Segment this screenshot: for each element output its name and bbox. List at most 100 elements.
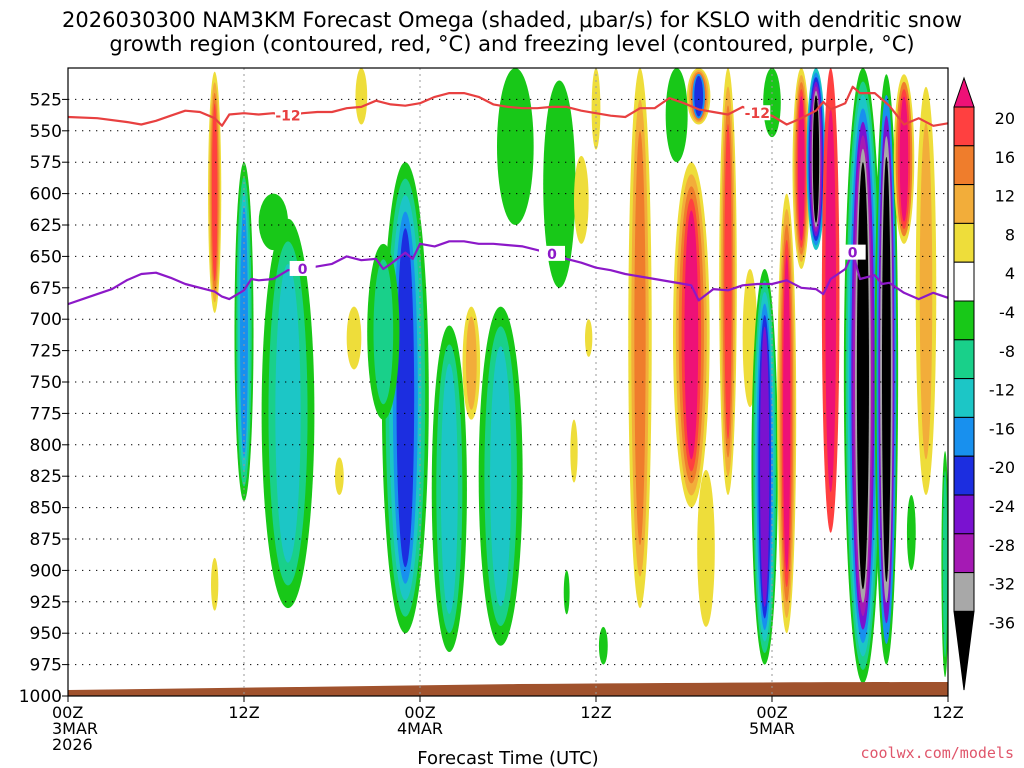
- contour-label-1-2: 0: [848, 246, 858, 262]
- x-tick-label-12-0: 12Z: [228, 703, 259, 722]
- colorbar-band-9: [953, 455, 975, 496]
- contour-line-0: [68, 85, 948, 127]
- omega-region-7-level-0: [355, 68, 368, 125]
- contour-label-0-1: -12: [745, 106, 770, 122]
- omega-region-31-level-4: [798, 96, 805, 241]
- colorbar-label-6: -8: [999, 342, 1015, 361]
- omega-region-25-level-0: [697, 469, 715, 627]
- omega-region-15-level-0: [574, 155, 589, 244]
- y-tick-label-900: 900: [30, 561, 62, 581]
- x-tick-label-60-0: 12Z: [932, 703, 963, 722]
- y-tick-label-725: 725: [30, 342, 62, 362]
- omega-region-28-level-5: [760, 326, 770, 607]
- omega-region-19-level-0: [591, 68, 601, 150]
- contour-label-bg-0-0: [275, 107, 301, 123]
- contour-label-bg-1-0: [289, 260, 316, 276]
- colorbar-band-2: [953, 184, 975, 224]
- y-tick-label-700: 700: [30, 310, 62, 330]
- colorbar-label-8: -16: [989, 419, 1015, 438]
- y-tick-label-625: 625: [30, 216, 62, 236]
- omega-region-17-level-0: [563, 570, 570, 615]
- contour-label-bg-0-1: [744, 105, 771, 121]
- omega-region-13-level-0: [496, 68, 534, 225]
- y-tick-label-800: 800: [30, 436, 62, 456]
- website-credit: coolwx.com/models: [860, 744, 1014, 762]
- y-tick-label-775: 775: [30, 404, 62, 424]
- omega-region-6-level-0: [334, 457, 344, 496]
- colorbar-label-1: 16: [995, 148, 1015, 167]
- terrain-surface: [68, 682, 948, 696]
- omega-region-0-level-3: [211, 103, 218, 282]
- x-tick-label-24-0: 00Z: [404, 703, 435, 722]
- colorbar-label-10: -24: [989, 497, 1015, 516]
- omega-region-11-level-1: [465, 316, 477, 410]
- y-axis: 525 550 575 600 625 650 675 700 725 750 775 800 825 8…: [19, 90, 68, 707]
- colorbar-band-0: [953, 106, 975, 147]
- omega-region-4-level-0: [258, 193, 289, 251]
- omega-region-21-level-2: [634, 131, 646, 546]
- y-tick-label-875: 875: [30, 530, 62, 550]
- contour-label-1-0: 0: [298, 262, 308, 278]
- colorbar-label-11: -28: [989, 536, 1015, 555]
- y-tick-label-750: 750: [30, 373, 62, 393]
- omega-region-26-level-3: [724, 124, 732, 439]
- y-tick-label-925: 925: [30, 593, 62, 613]
- y-tick-label-525: 525: [30, 90, 62, 110]
- colorbar-label-5: -4: [999, 303, 1015, 322]
- colorbar-band-8: [953, 416, 975, 457]
- colorbar-bottom-arrow: [953, 610, 975, 691]
- omega-region-12-level-2: [490, 346, 512, 607]
- x-tick-label-24-1: 4MAR: [397, 719, 443, 738]
- colorbar-band-3: [953, 222, 975, 263]
- colorbar-band-4: [953, 261, 975, 302]
- contour-label-bg-1-1: [539, 245, 565, 261]
- colorbar-band-11: [953, 533, 975, 574]
- y-tick-label-825: 825: [30, 467, 62, 487]
- y-tick-label-850: 850: [30, 499, 62, 519]
- omega-region-34-level-7: [856, 162, 869, 590]
- contour-line-1: [68, 240, 948, 306]
- colorbar-band-12: [953, 572, 975, 612]
- x-tick-label-36-0: 12Z: [580, 703, 611, 722]
- omega-region-18-level-0: [570, 419, 578, 483]
- omega-region-16-level-0: [585, 319, 593, 357]
- chart-title-line-2: growth region (contoured, red, °C) and f…: [109, 32, 915, 56]
- omega-region-32-level-6: [812, 95, 820, 223]
- omega-shading-layer: [208, 68, 948, 684]
- omega-region-2-level-3: [240, 206, 248, 457]
- omega-region-37-level-1: [919, 122, 933, 460]
- omega-region-29-level-0: [763, 68, 781, 138]
- omega-region-38-level-0: [906, 495, 916, 571]
- omega-region-1-level-0: [211, 557, 219, 611]
- omega-region-14-level-0: [543, 80, 576, 288]
- x-tick-label-0-1: 3MAR: [52, 719, 98, 738]
- x-tick-label-48-1: 5MAR: [749, 719, 795, 738]
- x-tick-label-0-0: 00Z: [52, 703, 83, 722]
- y-tick-label-575: 575: [30, 153, 62, 173]
- omega-region-30-level-4: [783, 255, 791, 572]
- colorbar-label-3: 8: [1005, 225, 1015, 244]
- omega-region-36-level-3: [899, 96, 909, 222]
- colorbar-band-7: [953, 378, 975, 418]
- contour-label-1-1: 0: [547, 247, 557, 263]
- omega-region-9-level-1: [373, 259, 394, 405]
- x-tick-label-48-0: 00Z: [756, 703, 787, 722]
- omega-region-23-level-4: [694, 75, 704, 117]
- x-tick-label-0-2: 2026: [52, 735, 93, 754]
- y-tick-label-1000: 1000: [19, 687, 62, 707]
- colorbar-band-6: [953, 339, 975, 380]
- omega-region-20-level-0: [598, 626, 608, 665]
- omega-region-3-level-2: [275, 264, 301, 563]
- omega-region-24-level-0: [665, 68, 688, 163]
- omega-region-33-level-1: [825, 108, 837, 493]
- colorbar-label-4: 4: [1005, 264, 1015, 283]
- colorbar-band-5: [953, 300, 975, 341]
- y-tick-label-675: 675: [30, 279, 62, 299]
- y-tick-label-550: 550: [30, 122, 62, 142]
- contour-layer: -12 -12 0 0 0: [68, 85, 948, 306]
- chart-title-line-1: 2026030300 NAM3KM Forecast Omega (shaded…: [62, 8, 962, 32]
- y-tick-label-600: 600: [30, 185, 62, 205]
- contour-label-bg-1-2: [839, 244, 866, 260]
